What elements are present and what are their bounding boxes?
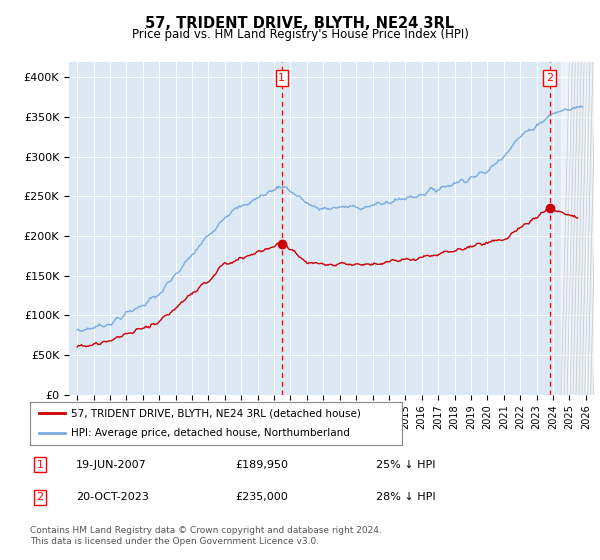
Text: 57, TRIDENT DRIVE, BLYTH, NE24 3RL: 57, TRIDENT DRIVE, BLYTH, NE24 3RL: [145, 16, 455, 31]
Text: 57, TRIDENT DRIVE, BLYTH, NE24 3RL (detached house): 57, TRIDENT DRIVE, BLYTH, NE24 3RL (deta…: [71, 408, 361, 418]
Text: 19-JUN-2007: 19-JUN-2007: [76, 460, 146, 470]
Text: 1: 1: [37, 460, 43, 470]
Text: 28% ↓ HPI: 28% ↓ HPI: [376, 492, 435, 502]
Text: Price paid vs. HM Land Registry's House Price Index (HPI): Price paid vs. HM Land Registry's House …: [131, 28, 469, 41]
Text: HPI: Average price, detached house, Northumberland: HPI: Average price, detached house, Nort…: [71, 428, 350, 438]
Text: £235,000: £235,000: [235, 492, 288, 502]
Text: £189,950: £189,950: [235, 460, 288, 470]
Text: 1: 1: [278, 73, 285, 83]
Bar: [561, 62, 594, 395]
Text: 2: 2: [37, 492, 44, 502]
Text: 20-OCT-2023: 20-OCT-2023: [76, 492, 149, 502]
Text: 25% ↓ HPI: 25% ↓ HPI: [376, 460, 435, 470]
Text: 2: 2: [546, 73, 553, 83]
Text: Contains HM Land Registry data © Crown copyright and database right 2024.
This d: Contains HM Land Registry data © Crown c…: [30, 526, 382, 546]
